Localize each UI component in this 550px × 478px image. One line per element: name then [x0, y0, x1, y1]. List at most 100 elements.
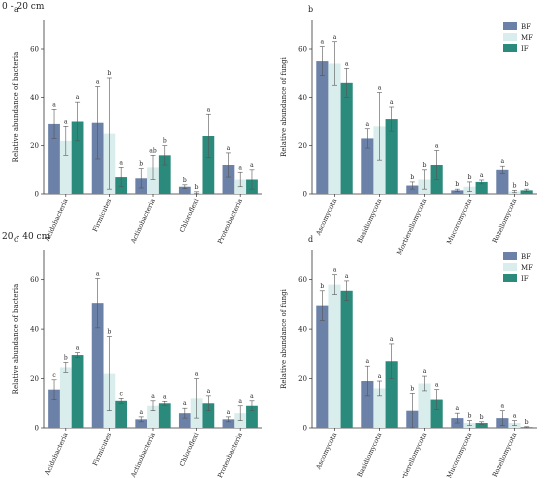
panel-c-bar [147, 405, 159, 428]
panel-d-sig-letter: b [480, 414, 484, 421]
panel-d-legend-label: MF [521, 264, 533, 272]
panel-d-legend-label: BF [521, 253, 531, 261]
panel-b-sig-letter: a [366, 121, 370, 128]
panel-d-bar [316, 305, 329, 428]
panel-d-x-tick-label: Ascomycota [314, 431, 338, 471]
panel-b-y-tick-label: 60 [298, 46, 307, 54]
panel-a-bar [48, 123, 60, 194]
panel-a-sig-letter: a [227, 145, 231, 152]
panel-d-sig-letter: a [513, 413, 517, 420]
panel-d-x-tick-label: Mucoromycota [445, 431, 473, 478]
panel-a-sig-letter: a [52, 101, 56, 108]
panel-b-y-tick-label: 20 [298, 142, 307, 150]
panel-c-y-axis-label: Relative abundance of bacteria [12, 284, 20, 395]
panel-b-legend-label: IF [521, 45, 529, 53]
panel-c-sig-letter: c [119, 390, 123, 397]
panel-b-bar [520, 190, 533, 194]
panel-c-bar [48, 389, 60, 428]
panel-c-x-tick-label: Acidobacteria [43, 431, 70, 477]
panel-b-bar [328, 63, 341, 194]
panel-a-letter: a [14, 5, 19, 14]
panel-a-sig-letter: a [207, 106, 211, 113]
panel-a-sig-letter: b [163, 138, 167, 145]
panel-d-sig-letter: a [333, 267, 337, 274]
panel-c-sig-letter: a [163, 393, 167, 400]
panel-d-letter: d [308, 235, 313, 244]
panel-b-bar [406, 185, 419, 194]
panel-b-sig-letter: b [410, 174, 414, 181]
panel-c-bar [178, 413, 191, 428]
panel-a-x-tick-label: Proteobacteria [216, 197, 244, 245]
panel-d-sig-letter: b [320, 283, 324, 290]
panel-b-letter: b [308, 5, 313, 14]
panel-b-sig-letter: b [455, 181, 459, 188]
panel-c-bar [158, 403, 171, 428]
panel-d-sig-letter: b [468, 413, 472, 420]
panel-d-bar [340, 290, 353, 428]
panel-b-sig-letter: a [390, 99, 394, 106]
panel-c-bar [222, 419, 235, 428]
panel-b-legend-label: MF [521, 34, 533, 42]
panel-c-x-tick-label: Actinobacteria [129, 431, 157, 478]
panel-b-x-tick-label: Basidiomycota [356, 197, 384, 244]
panel-c-x-tick-label: Proteobacteria [216, 431, 244, 478]
panel-b-legend-swatch [503, 44, 517, 52]
section-label-top: 0 - 20 cm [2, 2, 45, 12]
panel-b-legend-label: BF [521, 23, 531, 31]
panel-c-sig-letter: a [183, 400, 187, 407]
panel-b-sig-letter: b [513, 182, 517, 189]
panel-c-bar [135, 419, 148, 428]
section-label-bottom: 20 - 40 cm [2, 232, 51, 242]
panel-b-sig-letter: a [501, 158, 505, 165]
panel-c-bar [59, 367, 72, 428]
panel-c-x-tick-label: Firmicutes [91, 431, 113, 467]
panel-c-y-tick-label: 40 [30, 326, 39, 334]
panel-c-sig-letter: a [207, 388, 211, 395]
panel-c-sig-letter: b [64, 354, 68, 361]
panel-c-bar [91, 303, 104, 428]
panel-c-sig-letter: a [227, 409, 231, 416]
panel-d-sig-letter: a [390, 336, 394, 343]
panel-c-sig-letter: a [250, 393, 254, 400]
panel-b-bar [496, 169, 509, 194]
panel-c-x-tick-label: Chloroflexi [178, 431, 201, 467]
panel-a-bar [202, 136, 215, 194]
panel-d-x-tick-label: Rozellomycota [491, 431, 519, 478]
panel-d-bar [418, 383, 431, 428]
panel-d-sig-letter: a [423, 368, 427, 375]
panel-c-sig-letter: a [151, 393, 155, 400]
panel-a-sig-letter: a [250, 162, 254, 169]
panel-b-y-tick-label: 0 [303, 191, 307, 199]
panel-b-x-tick-label: Mortierellomycota [395, 197, 428, 256]
panel-d-sig-letter: b [525, 419, 529, 426]
panel-c-bar [246, 405, 258, 428]
panel-b-bar [316, 61, 329, 195]
panel-c-y-tick-label: 20 [30, 375, 39, 383]
panel-b-y-axis-label: Relative abundance of fungi [280, 56, 288, 156]
panel-c-bar [115, 400, 128, 428]
panel-a-bar [158, 155, 171, 194]
panel-d-sig-letter: a [501, 403, 505, 410]
panel-a-bar [59, 140, 72, 194]
panel-d-x-tick-label: Basidiomycota [356, 431, 384, 478]
panel-c-bar [71, 355, 84, 428]
panel-b-legend-swatch [503, 22, 517, 30]
panel-d-sig-letter: a [345, 273, 349, 280]
panel-a-x-tick-label: Acidobacteria [43, 197, 70, 243]
panel-d-bar [430, 399, 443, 428]
panel-a-bar [71, 121, 84, 194]
panel-a-sig-letter: a [96, 78, 100, 85]
panel-b-bar [361, 138, 374, 194]
panel-a-bar [222, 165, 235, 194]
panel-c-y-tick-label: 0 [35, 425, 39, 433]
panel-c-y-tick-label: 60 [30, 276, 39, 284]
panel-a-y-tick-label: 0 [35, 191, 39, 199]
panel-d-legend-swatch [503, 274, 517, 282]
panel-c-sig-letter: b [107, 329, 111, 336]
panel-a-y-tick-label: 20 [30, 142, 39, 150]
panel-b-legend-swatch [503, 33, 517, 41]
panel-c-sig-letter: a [238, 398, 242, 405]
panel-d-legend-swatch [503, 263, 517, 271]
panel-a-sig-letter: a [64, 118, 68, 125]
